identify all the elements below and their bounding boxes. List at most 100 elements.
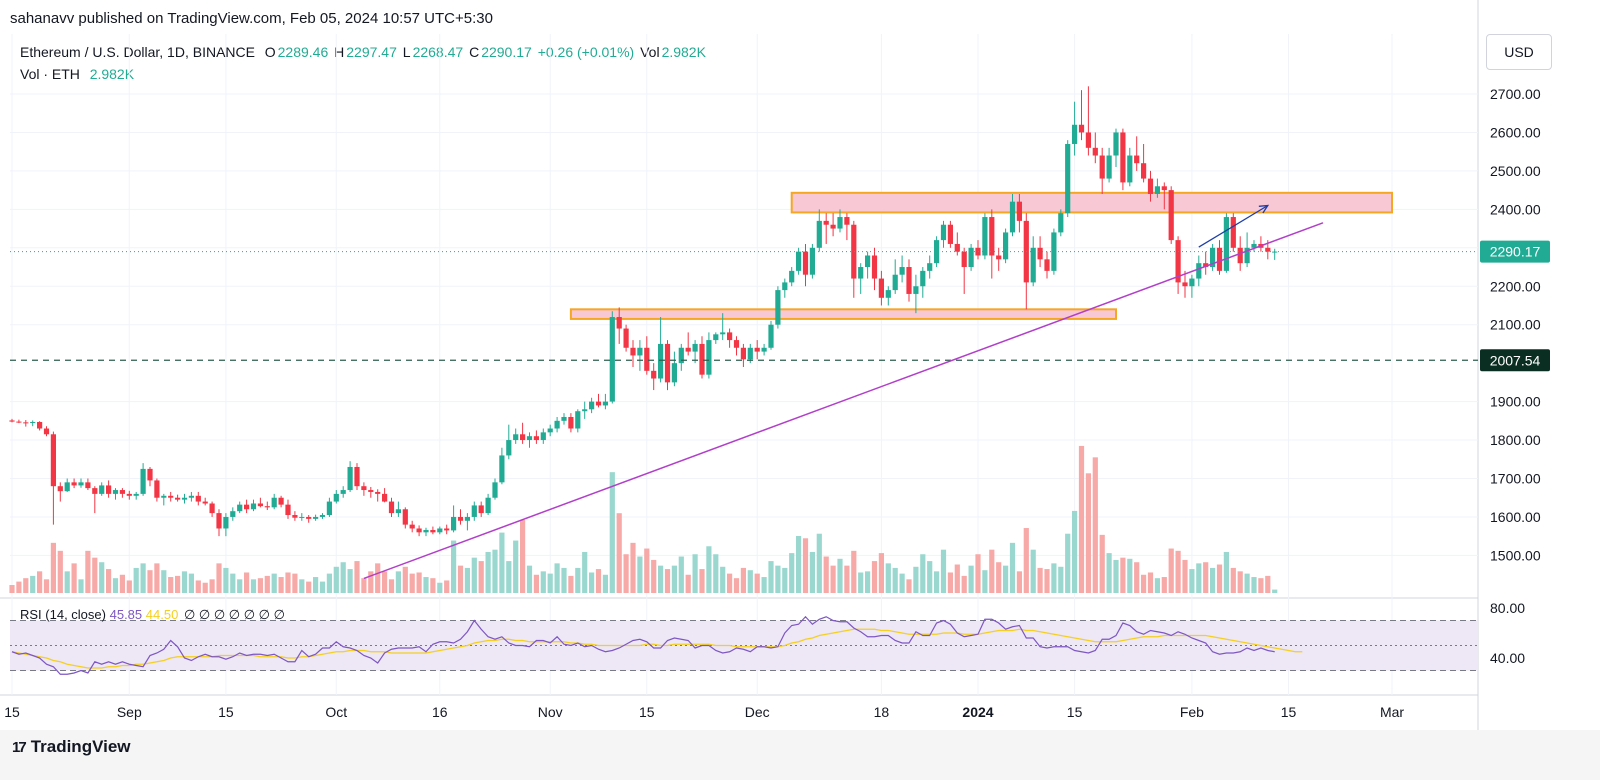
candle-body	[202, 501, 208, 504]
x-tick-label: Dec	[745, 704, 770, 720]
candle-body	[306, 516, 312, 519]
volume-bar	[388, 579, 395, 593]
volume-bar	[64, 571, 70, 593]
candle-body	[223, 516, 229, 529]
x-tick-label: Sep	[117, 704, 142, 720]
volume-bar	[478, 561, 484, 593]
candle-body	[740, 347, 746, 360]
candle-body	[595, 401, 602, 406]
volume-bar	[1106, 553, 1112, 593]
rsi-legend: RSI (14, close) 45.85 44.50 ∅ ∅ ∅ ∅ ∅ ∅ …	[20, 607, 285, 623]
volume-bar	[1016, 571, 1022, 593]
candle-body	[319, 515, 326, 517]
candle-body	[664, 343, 671, 383]
candle-body	[582, 409, 588, 412]
x-tick-label: Mar	[1380, 704, 1404, 720]
footer-bar	[0, 730, 1600, 780]
candle-body	[968, 247, 974, 268]
candle-body	[920, 270, 926, 287]
volume-bar	[168, 577, 174, 593]
volume-bar	[99, 562, 105, 593]
x-tick-label: Feb	[1180, 704, 1204, 720]
volume-bar	[975, 554, 981, 593]
currency-button[interactable]: USD	[1486, 34, 1552, 70]
volume-bar	[589, 572, 595, 593]
close-value: 2290.17	[481, 44, 532, 60]
volume-bar	[1099, 534, 1105, 593]
candle-body	[430, 530, 436, 533]
volume-bar	[1030, 549, 1036, 593]
tradingview-logo[interactable]: 17 TradingView	[12, 737, 131, 757]
volume-bar	[554, 563, 560, 593]
low-value: 2268.47	[412, 44, 464, 60]
y-tick-label: 1700.00	[1490, 471, 1541, 487]
volume-bar	[823, 556, 829, 593]
volume-bar	[471, 557, 477, 593]
candle-body	[982, 217, 988, 256]
price-chart[interactable]: 2700.002600.002500.002400.002300.002200.…	[0, 0, 1600, 730]
volume-bar	[230, 573, 236, 593]
level-price-tag	[1480, 349, 1550, 372]
volume-bar	[181, 571, 188, 593]
volume-bar	[1265, 575, 1271, 593]
symbol-name[interactable]: Ethereum / U.S. Dollar, 1D, BINANCE	[20, 44, 255, 60]
rsi-ma-value: 44.50	[145, 607, 179, 622]
volume-bar	[1134, 562, 1140, 593]
volume-bar	[368, 571, 374, 593]
candle-body	[989, 217, 995, 256]
candle-body	[340, 490, 346, 494]
volume-bar	[133, 567, 139, 593]
volume-bar	[423, 577, 429, 593]
candle-body	[706, 340, 712, 375]
volume-bar	[257, 578, 263, 593]
candle-body	[1016, 201, 1022, 221]
candle-body	[147, 468, 153, 481]
volume-bar	[161, 570, 167, 593]
candle-body	[733, 340, 740, 348]
volume-bar	[1058, 566, 1064, 593]
candle-body	[257, 503, 263, 507]
volume-bar	[1072, 510, 1078, 593]
rsi-label[interactable]: RSI (14, close)	[20, 607, 106, 622]
volume-bar	[927, 561, 933, 593]
volume-bar	[747, 570, 753, 593]
volume-bar	[1092, 457, 1098, 593]
volume-bar	[354, 561, 360, 593]
volume-bar	[209, 579, 215, 593]
volume-bar	[1044, 569, 1050, 593]
candle-body	[188, 495, 194, 498]
volume-bar	[1230, 567, 1236, 593]
volume-bar	[533, 574, 539, 593]
candle-body	[278, 497, 284, 505]
candle-body	[1037, 247, 1043, 260]
volume-bar	[1168, 548, 1174, 593]
candle-body	[913, 286, 919, 294]
candle-body	[126, 493, 132, 496]
volume-bar	[899, 573, 905, 593]
candle-body	[589, 401, 595, 410]
volume-bar	[513, 540, 519, 593]
candle-body	[1230, 217, 1236, 248]
x-tick-label: Nov	[538, 704, 563, 720]
x-tick-label: 15	[218, 704, 234, 720]
candle-body	[1120, 132, 1126, 183]
volume-bar	[382, 571, 388, 593]
volume-bar	[913, 566, 919, 593]
volume-bar	[934, 571, 940, 593]
candle-body	[1203, 263, 1209, 268]
volume-bar	[1141, 574, 1147, 593]
candle-body	[37, 421, 43, 429]
y-tick-label: 2200.00	[1490, 278, 1541, 294]
volume-indicator-label[interactable]: Vol · ETH	[20, 66, 80, 82]
candle-body	[478, 505, 484, 514]
last-price-tag	[1480, 240, 1550, 263]
volume-bar	[865, 571, 871, 593]
volume-legend: Vol · ETH 2.982K	[20, 66, 136, 82]
candle-body	[885, 290, 891, 298]
volume-bar	[775, 565, 781, 593]
volume-bar	[720, 566, 726, 593]
candle-body	[492, 482, 498, 498]
candle-body	[264, 506, 270, 508]
volume-bar	[575, 567, 581, 593]
candle-body	[285, 504, 291, 516]
